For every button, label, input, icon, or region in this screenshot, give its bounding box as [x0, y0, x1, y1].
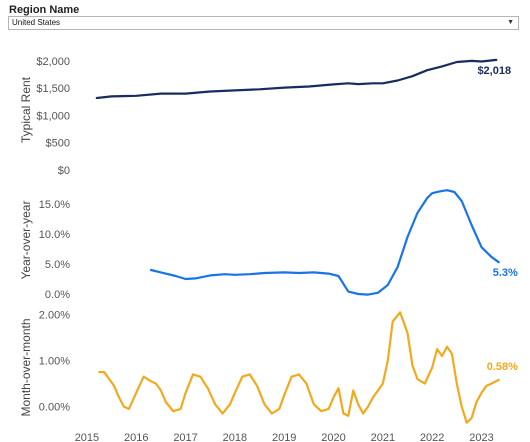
y-tick-label: 2.00%: [39, 310, 70, 322]
y-tick-label: 15.0%: [39, 199, 70, 211]
x-tick-label: 2021: [371, 432, 395, 442]
region-select-value: United States: [12, 18, 61, 27]
x-tick-label: 2018: [223, 432, 247, 442]
y-tick-label: 0.00%: [39, 402, 70, 414]
series-line: [149, 189, 500, 296]
y-tick-label: 0.0%: [45, 289, 70, 301]
region-select[interactable]: United States ▼: [8, 16, 519, 30]
x-tick-label: 2015: [75, 432, 99, 442]
filter-label: Region Name: [9, 4, 80, 16]
end-value-label: 0.58%: [487, 361, 518, 373]
y-axis-label: Month-over-month: [19, 318, 33, 416]
x-tick-label: 2019: [272, 432, 296, 442]
end-value-label: 5.3%: [493, 267, 518, 279]
y-tick-label: $2,000: [36, 56, 70, 68]
y-axis-label: Typical Rent: [19, 76, 33, 143]
y-tick-label: 5.0%: [45, 259, 70, 271]
end-value-label: $2,018: [477, 65, 511, 77]
y-tick-label: $0: [58, 165, 70, 177]
y-tick-label: 1.00%: [39, 356, 70, 368]
series-line: [95, 58, 498, 100]
x-tick-label: 2023: [469, 432, 493, 442]
x-tick-label: 2017: [173, 432, 197, 442]
y-tick-label: $1,500: [36, 83, 70, 95]
y-axis-label: Year-over-year: [19, 201, 33, 280]
y-tick-label: $1,000: [36, 110, 70, 122]
x-tick-label: 2022: [420, 432, 444, 442]
y-tick-label: $500: [46, 138, 70, 150]
x-tick-label: 2016: [124, 432, 148, 442]
x-tick-label: 2020: [321, 432, 345, 442]
y-tick-label: 10.0%: [39, 229, 70, 241]
chevron-down-icon: ▼: [507, 19, 514, 26]
series-line: [98, 311, 500, 424]
